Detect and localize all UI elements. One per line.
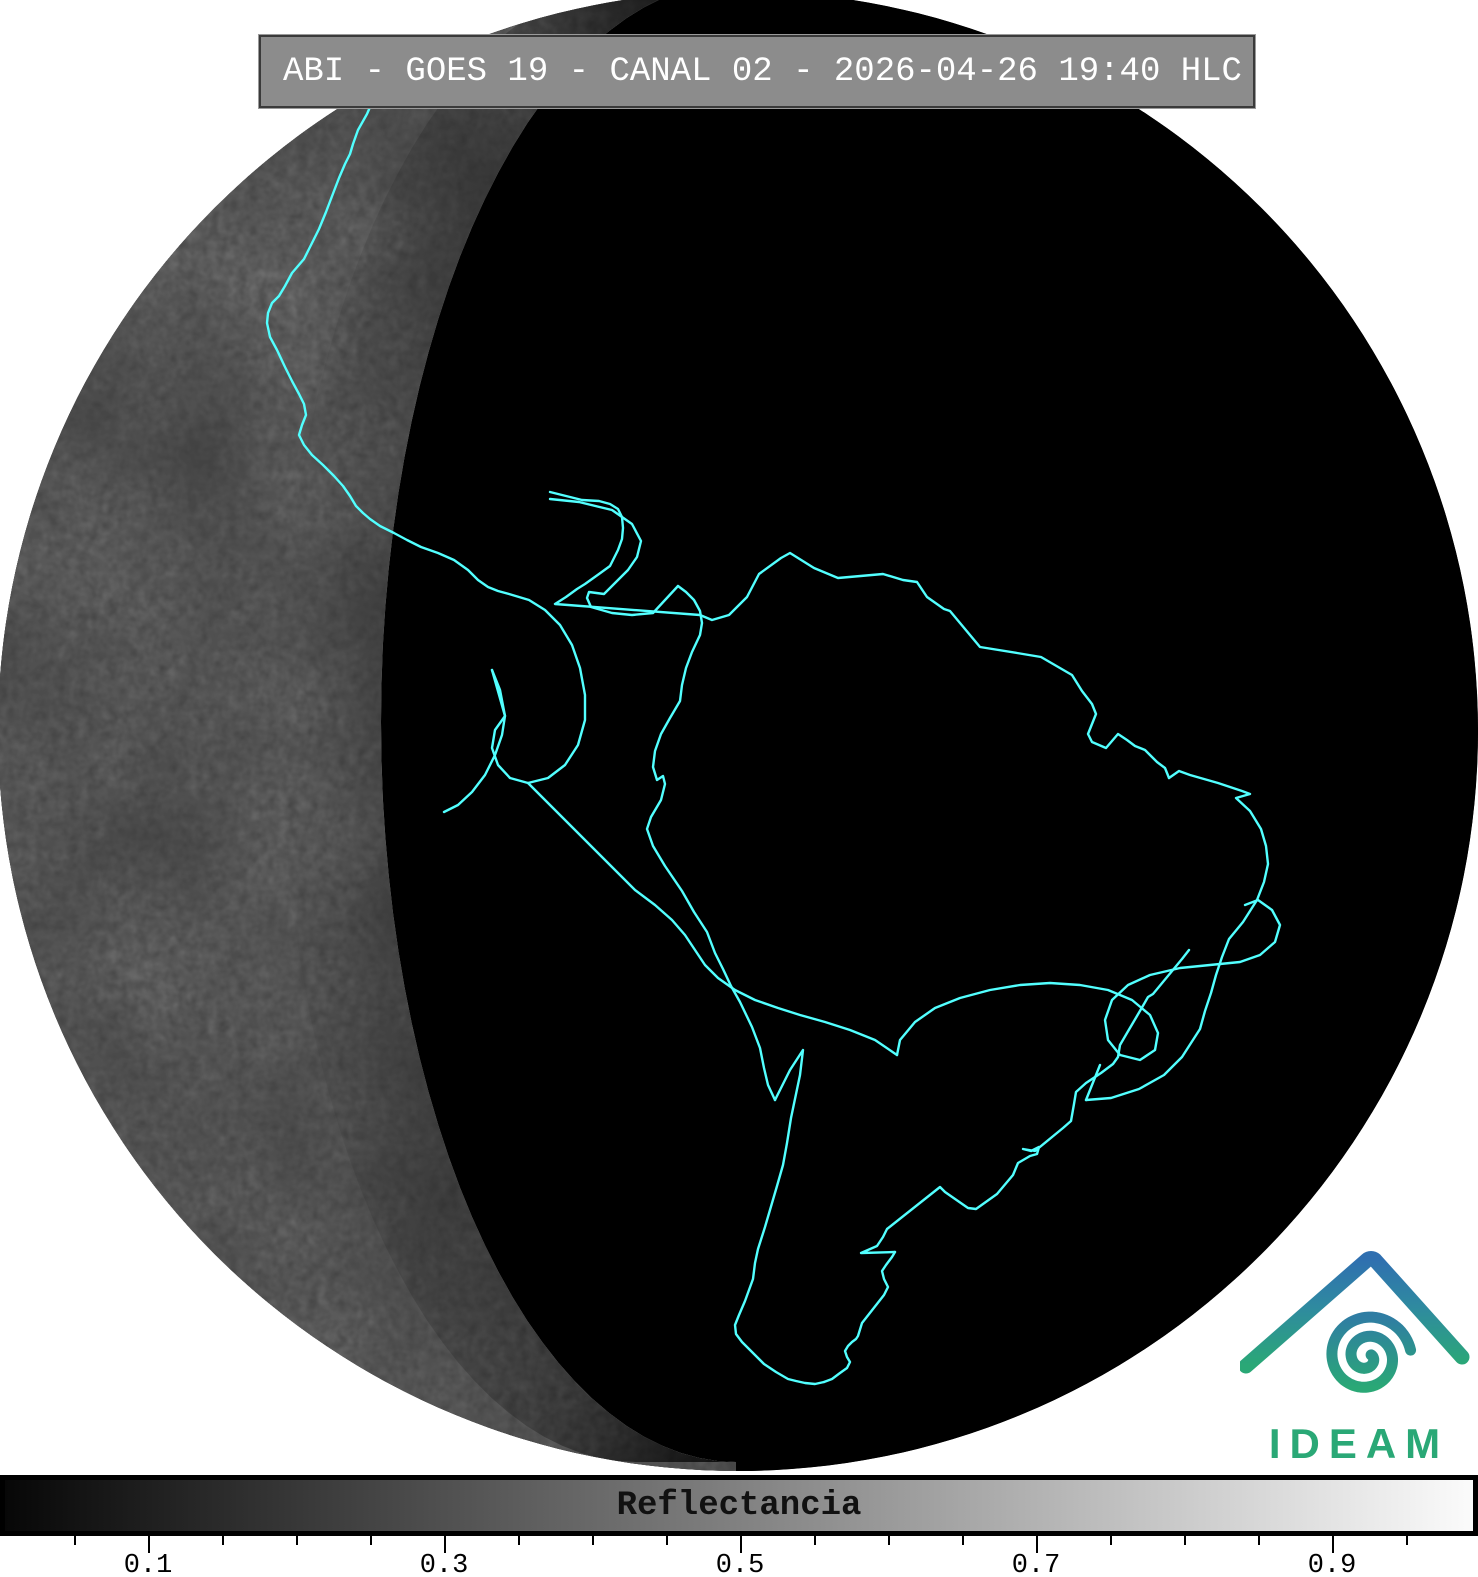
svg-text:IDEAM: IDEAM [1269,1420,1449,1467]
